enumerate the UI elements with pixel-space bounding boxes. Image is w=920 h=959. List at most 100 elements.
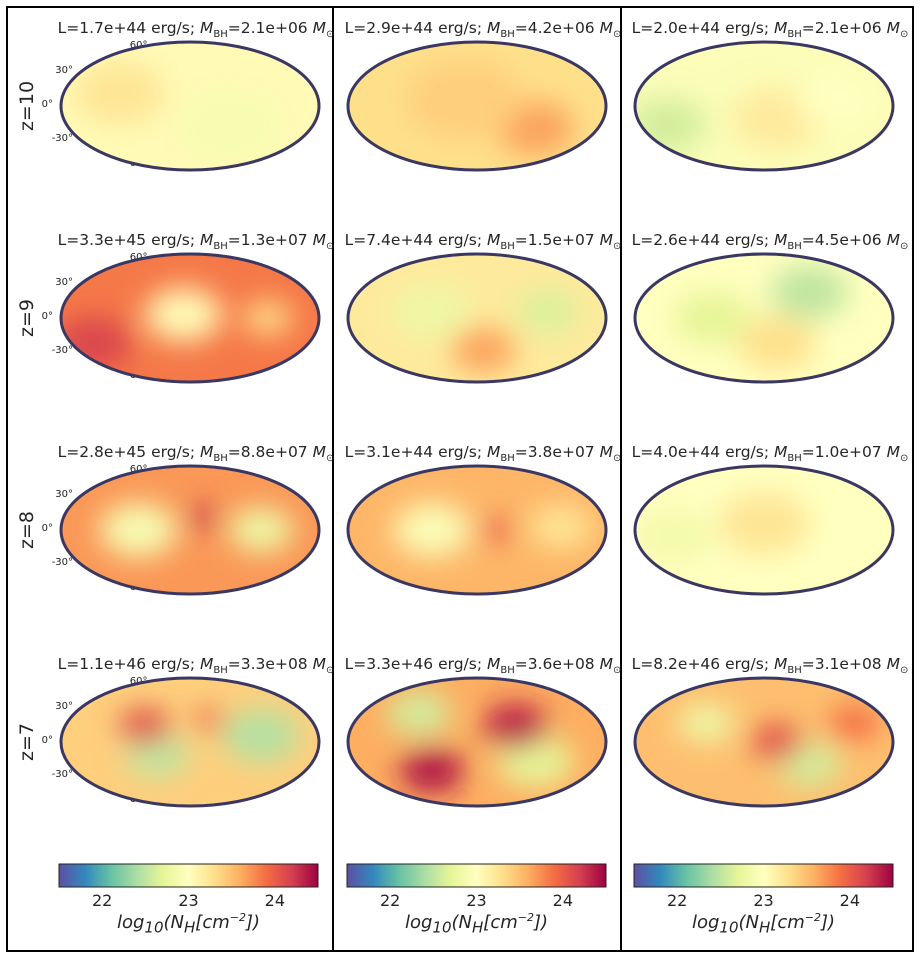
column-density-region — [718, 492, 810, 555]
panel-title: L=7.4e+44 erg/s; MBH=1.5e+07 M⊙ — [345, 231, 622, 252]
column-density-region — [751, 724, 803, 760]
mollweide-map — [59, 676, 321, 808]
colorbar-tick-label: 22 — [91, 891, 113, 910]
mollweide-map — [346, 252, 608, 384]
colorbar-gradient — [58, 863, 319, 888]
mollweide-map — [633, 676, 895, 808]
mollweide-map — [59, 252, 321, 384]
solar-mass-unit: M⊙ — [599, 655, 622, 677]
mbh-symbol: MBH — [487, 231, 515, 253]
column-density-region — [796, 72, 874, 127]
mbh-value: =1.3e+07 — [227, 231, 313, 249]
row-label-z8: z=8 — [16, 511, 38, 549]
luminosity-text: L=8.2e+46 erg/s; — [631, 655, 775, 673]
panel-title: L=1.1e+46 erg/s; MBH=3.3e+08 M⊙ — [58, 655, 335, 676]
mbh-symbol: MBH — [774, 443, 802, 465]
luminosity-text: L=4.0e+44 erg/s; — [631, 443, 775, 461]
latitude-tick: -30° — [51, 345, 74, 357]
colorbar-label: log10(NH[cm−2]) — [691, 911, 836, 937]
mollweide-map — [633, 252, 895, 384]
solar-mass-unit: M⊙ — [886, 19, 909, 41]
mbh-symbol: MBH — [774, 19, 802, 41]
latitude-tick: 60° — [129, 251, 148, 263]
colorbar-gradient — [633, 863, 894, 888]
luminosity-text: L=2.8e+45 erg/s; — [57, 443, 201, 461]
mollweide-map — [633, 464, 895, 596]
latitude-tick: -30° — [51, 769, 74, 781]
column-density-region — [144, 287, 223, 342]
luminosity-text: L=3.3e+45 erg/s; — [57, 231, 201, 249]
luminosity-text: L=7.4e+44 erg/s; — [344, 231, 488, 249]
mbh-value: =1.0e+07 — [801, 443, 887, 461]
frame-bottom — [6, 950, 914, 952]
column-density-region — [177, 89, 281, 162]
sun-symbol: ⊙ — [612, 665, 622, 677]
mbh-symbol: MBH — [200, 443, 228, 465]
colorbar — [346, 863, 607, 888]
latitude-tick: 60° — [129, 463, 148, 475]
column-density-region — [119, 708, 171, 744]
frame-right — [912, 6, 914, 952]
mollweide-map — [346, 464, 608, 596]
panel-title: L=1.7e+44 erg/s; MBH=2.1e+06 M⊙ — [58, 19, 335, 40]
mbh-value: =1.5e+07 — [514, 231, 600, 249]
mbh-value: =4.5e+06 — [801, 231, 887, 249]
column-divider-1 — [332, 6, 334, 952]
latitude-tick: -30° — [51, 557, 74, 569]
map-border — [346, 252, 608, 384]
sun-symbol: ⊙ — [325, 29, 335, 41]
solar-mass-unit: M⊙ — [886, 443, 909, 465]
luminosity-text: L=2.9e+44 erg/s; — [344, 19, 488, 37]
mbh-symbol: MBH — [200, 655, 228, 677]
colorbar-tick-label: 23 — [753, 891, 774, 910]
sun-symbol: ⊙ — [612, 241, 622, 253]
latitude-tick: 30° — [55, 64, 74, 76]
column-density-region — [393, 503, 471, 557]
map-border — [346, 40, 608, 172]
panel-title: L=3.1e+44 erg/s; MBH=3.8e+07 M⊙ — [345, 443, 622, 464]
mbh-value: =2.1e+06 — [227, 19, 313, 37]
latitude-tick: 30° — [55, 488, 74, 500]
panel-title: L=2.6e+44 erg/s; MBH=4.5e+06 M⊙ — [632, 231, 909, 252]
column-density-region — [451, 327, 516, 373]
solar-mass-unit: M⊙ — [599, 443, 622, 465]
colorbar-label: log10(NH[cm−2]) — [404, 911, 549, 937]
column-density-region — [241, 300, 294, 336]
mollweide-map — [346, 40, 608, 172]
column-density-region — [673, 291, 752, 345]
row-label-z7: z=7 — [16, 723, 38, 761]
latitude-tick: 60° — [129, 39, 148, 51]
map-border — [633, 676, 895, 808]
map-border — [346, 676, 608, 808]
map-border — [59, 464, 321, 596]
mollweide-map — [633, 40, 895, 172]
luminosity-text: L=3.1e+44 erg/s; — [344, 443, 488, 461]
sun-symbol: ⊙ — [899, 665, 909, 677]
mbh-value: =3.6e+08 — [514, 655, 600, 673]
column-density-region — [393, 284, 471, 339]
mbh-value: =3.3e+08 — [227, 655, 313, 673]
mbh-symbol: MBH — [774, 655, 802, 677]
column-density-region — [399, 748, 465, 794]
column-density-region — [386, 690, 452, 736]
column-density-region — [828, 704, 881, 741]
mbh-value: =3.1e+08 — [801, 655, 887, 673]
sun-symbol: ⊙ — [325, 241, 335, 253]
latitude-tick: 0° — [41, 99, 53, 110]
latitude-tick: 0° — [41, 311, 53, 322]
solar-mass-unit: M⊙ — [599, 231, 622, 253]
sun-symbol: ⊙ — [899, 453, 909, 465]
sun-symbol: ⊙ — [612, 453, 622, 465]
column-density-region — [73, 61, 165, 125]
latitude-tick: 0° — [41, 735, 53, 746]
column-divider-2 — [620, 6, 622, 952]
column-density-region — [480, 519, 512, 541]
mbh-symbol: MBH — [487, 655, 515, 677]
column-density-region — [187, 506, 219, 528]
colorbar-tick-label: 23 — [466, 891, 487, 910]
solar-mass-unit: M⊙ — [886, 231, 909, 253]
map-border — [633, 464, 895, 596]
panel-title: L=8.2e+46 erg/s; MBH=3.1e+08 M⊙ — [632, 655, 909, 676]
map-border — [633, 252, 895, 384]
